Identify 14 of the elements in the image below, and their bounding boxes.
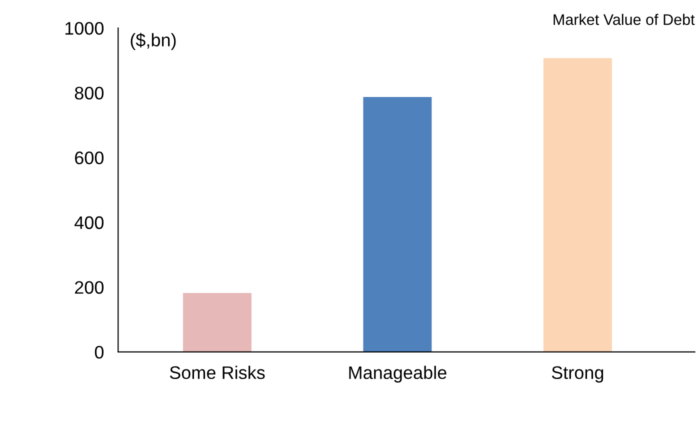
x-tick-label: Some Risks <box>170 366 265 380</box>
y-tick-label: 200 <box>75 281 104 294</box>
bar <box>183 292 252 352</box>
y-tick-label: 1000 <box>65 22 104 35</box>
annotation: ($,bn) <box>130 32 176 50</box>
x-tick-label: Strong <box>552 366 604 383</box>
bar <box>543 58 612 352</box>
y-tick-label: 800 <box>74 86 104 100</box>
chart-title: Market Value of Debt <box>554 14 695 26</box>
x-tick-label: Manageable <box>349 366 446 383</box>
y-tick-label: 400 <box>74 216 104 230</box>
y-tick-label: 600 <box>75 152 104 164</box>
y-tick-label: 0 <box>94 346 104 359</box>
bar <box>363 97 432 352</box>
